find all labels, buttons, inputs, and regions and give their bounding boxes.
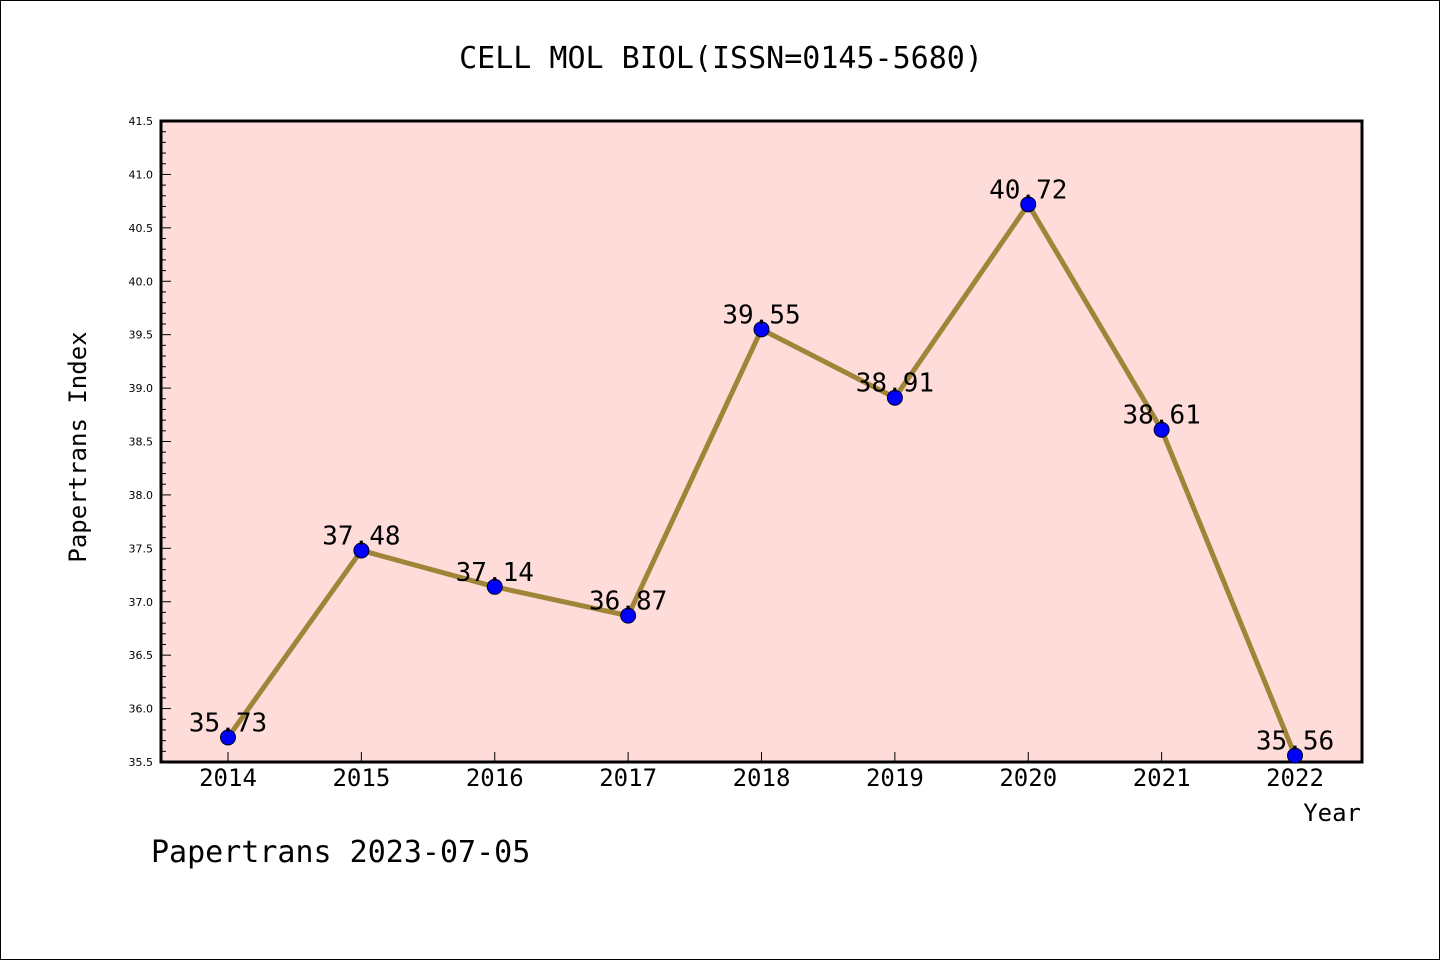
data-label: 35.73 — [189, 708, 267, 738]
data-point — [220, 729, 236, 746]
x-tick-label: 2021 — [1133, 764, 1191, 792]
data-label: 38.91 — [856, 369, 934, 399]
data-point — [486, 578, 503, 595]
y-tick-label: 39.5 — [129, 329, 154, 342]
y-tick-label: 41.5 — [129, 115, 154, 128]
x-tick-label: 2022 — [1266, 764, 1324, 792]
y-tick-label: 37.0 — [129, 596, 154, 609]
chart-title: CELL MOL BIOL(ISSN=0145-5680) — [459, 41, 983, 76]
x-tick-label: 2014 — [199, 764, 257, 792]
data-point — [620, 607, 637, 624]
y-tick-label: 41.0 — [129, 168, 154, 181]
y-axis-label: Papertrans Index — [64, 331, 92, 562]
x-axis: 2014 2015 2016 2017 2018 2019 2020 2021 2022 — [199, 752, 1324, 792]
x-tick-label: 2015 — [332, 764, 390, 792]
data-label: 38.61 — [1122, 401, 1200, 431]
x-tick-label: 2019 — [866, 764, 924, 792]
y-axis: 35.5 36.0 36.5 37.0 37.5 38.0 38.5 39.0 39.5 40.0… — [129, 115, 171, 769]
y-tick-label: 40.0 — [129, 275, 154, 288]
y-tick-label: 36.5 — [129, 649, 154, 662]
data-labels: 35.73 37.48 37.14 36.87 39.55 38.91 40.72 38.61… — [189, 175, 1334, 756]
y-tick-label: 39.0 — [129, 382, 154, 395]
data-point — [753, 321, 770, 338]
y-tick-label: 40.5 — [129, 222, 154, 235]
y-tick-label: 38.0 — [129, 489, 154, 502]
series-line — [220, 196, 1303, 764]
data-label: 39.55 — [722, 300, 800, 330]
data-point — [1287, 747, 1303, 764]
plot-area — [159, 119, 1364, 764]
footer-text: Papertrans 2023-07-05 — [151, 835, 531, 870]
x-tick-label: 2018 — [733, 764, 791, 792]
x-axis-label: Year — [1303, 799, 1361, 827]
y-tick-label: 38.5 — [129, 436, 154, 449]
data-label: 35.56 — [1256, 727, 1334, 757]
y-tick-label: 36.0 — [129, 703, 154, 716]
y-tick-label: 37.5 — [129, 542, 154, 555]
data-point — [886, 389, 903, 406]
data-label: 37.14 — [456, 558, 534, 588]
y-tick-label: 35.5 — [129, 756, 154, 769]
data-point — [353, 542, 370, 559]
data-point — [1020, 196, 1037, 213]
data-point — [1153, 421, 1170, 438]
data-label: 36.87 — [589, 587, 667, 617]
x-tick-label: 2020 — [999, 764, 1057, 792]
data-label: 37.48 — [322, 521, 400, 551]
x-tick-label: 2017 — [599, 764, 657, 792]
x-tick-label: 2016 — [466, 764, 524, 792]
data-label: 40.72 — [989, 175, 1067, 205]
